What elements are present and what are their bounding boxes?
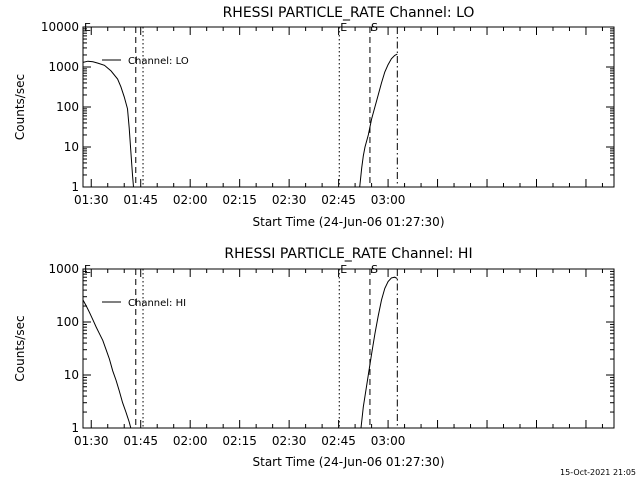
y-tick-label: 100 bbox=[56, 315, 79, 329]
y-axis-label: Counts/sec bbox=[13, 74, 27, 140]
x-tick-label: 03:00 bbox=[371, 193, 406, 207]
x-axis-label: Start Time (24-Jun-06 01:27:30) bbox=[253, 455, 445, 469]
series-line bbox=[360, 276, 398, 429]
x-tick-label: 02:45 bbox=[321, 434, 356, 448]
x-tick-label: 01:45 bbox=[123, 193, 158, 207]
series-line bbox=[359, 53, 398, 188]
x-tick-label: 02:30 bbox=[272, 193, 307, 207]
footer-timestamp: 15-Oct-2021 21:05 bbox=[560, 468, 636, 477]
y-tick-label: 1000 bbox=[48, 60, 79, 74]
y-tick-label: 10 bbox=[64, 140, 79, 154]
y-axis-label: Counts/sec bbox=[13, 315, 27, 381]
y-tick-label: 10000 bbox=[41, 20, 79, 34]
y-tick-label: 100 bbox=[56, 100, 79, 114]
series-line bbox=[82, 299, 132, 429]
chart-title: RHESSI PARTICLE_RATE Channel: LO bbox=[223, 5, 475, 21]
legend-label: Channel: LO bbox=[128, 56, 189, 67]
x-tick-label: 02:00 bbox=[173, 434, 208, 448]
chart-panel-0: RHESSI PARTICLE_RATE Channel: LO Counts/s… bbox=[13, 5, 615, 229]
plot-frame bbox=[82, 268, 615, 429]
x-tick-label: 02:30 bbox=[272, 434, 307, 448]
y-tick-label: 10 bbox=[64, 368, 79, 382]
x-tick-label: 01:45 bbox=[123, 434, 158, 448]
x-tick-label: 01:30 bbox=[74, 434, 109, 448]
x-axis-label: Start Time (24-Jun-06 01:27:30) bbox=[253, 215, 445, 229]
y-tick-label: 1000 bbox=[48, 262, 79, 276]
y-tick-label: 1 bbox=[71, 421, 79, 435]
x-tick-label: 02:15 bbox=[222, 193, 257, 207]
x-tick-label: 01:30 bbox=[74, 193, 109, 207]
chart-title: RHESSI PARTICLE_RATE Channel: HI bbox=[224, 246, 472, 262]
x-tick-label: 02:15 bbox=[222, 434, 257, 448]
series-line bbox=[82, 60, 134, 188]
x-tick-label: 03:00 bbox=[371, 434, 406, 448]
chart-panel-1: RHESSI PARTICLE_RATE Channel: HI Counts/s… bbox=[13, 246, 615, 469]
y-tick-label: 1 bbox=[71, 180, 79, 194]
x-tick-label: 02:00 bbox=[173, 193, 208, 207]
legend-label: Channel: HI bbox=[128, 298, 186, 309]
plot-frame bbox=[82, 26, 615, 188]
x-tick-label: 02:45 bbox=[321, 193, 356, 207]
